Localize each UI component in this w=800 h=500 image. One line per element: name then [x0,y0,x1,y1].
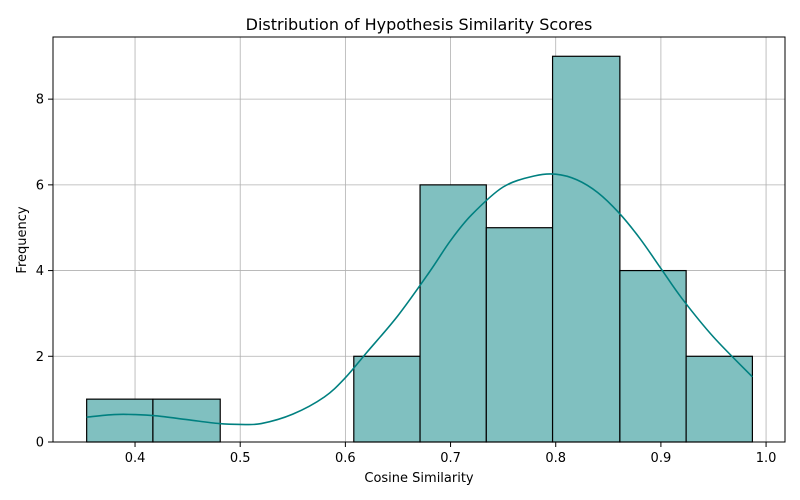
x-tick-label: 0.8 [545,451,566,466]
x-axis-label: Cosine Similarity [364,471,474,486]
x-tick-label: 0.9 [651,451,672,466]
x-tick-label: 0.7 [440,451,461,466]
y-tick-label: 4 [36,264,44,279]
histogram-bar-7 [551,55,621,443]
x-tick-label: 0.4 [125,451,146,466]
histogram-bar-9 [685,355,753,443]
plot-frame [52,36,786,443]
x-tick-label: 0.6 [335,451,356,466]
histogram-bar-4 [353,355,421,443]
y-tick-label: 6 [36,178,44,193]
x-tick-label: 1.0 [756,451,777,466]
y-axis-ticks: 0 2 4 6 8 [36,93,53,451]
x-axis-ticks: 0.4 0.5 0.6 0.7 0.8 0.9 1.0 [125,442,777,466]
histogram-bar-0 [86,398,154,443]
kde-curve [86,173,753,426]
y-tick-label: 8 [36,93,44,108]
histogram-bar-8 [619,269,687,443]
histogram-bar-1 [152,398,221,443]
histogram-bars [86,55,753,443]
y-tick-label: 0 [36,436,44,451]
x-tick-label: 0.5 [230,451,251,466]
histogram-bar-5 [419,184,487,443]
chart-title: Distribution of Hypothesis Similarity Sc… [246,15,593,34]
histogram-bar-6 [485,227,554,443]
y-tick-label: 2 [36,350,44,365]
y-axis-label: Frequency [15,206,30,273]
